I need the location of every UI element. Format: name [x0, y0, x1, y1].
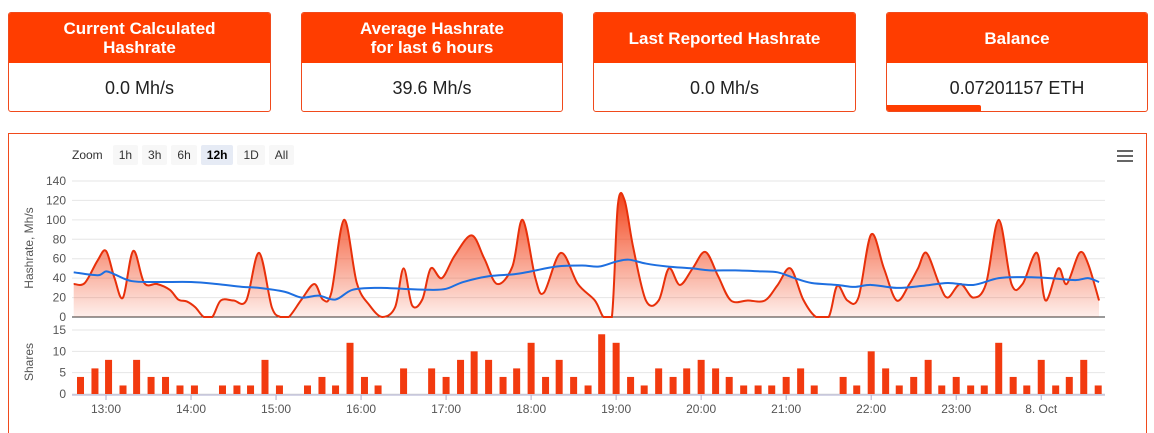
reported-hashrate-title: Last Reported Hashrate — [594, 13, 855, 63]
average-hashrate-value: 39.6 Mh/s — [392, 77, 472, 98]
zoom-label: Zoom — [72, 148, 103, 162]
current-hashrate-title: Current Calculated Hashrate — [9, 13, 270, 63]
balance-card: Balance 0.07201157 ETH — [886, 12, 1148, 112]
zoom-1d-button[interactable]: 1D — [237, 145, 265, 165]
zoom-3h-button[interactable]: 3h — [142, 145, 168, 165]
balance-title: Balance — [887, 13, 1147, 63]
balance-payout-progress — [887, 105, 981, 111]
average-hashrate-card: Average Hashrate for last 6 hours 39.6 M… — [301, 12, 563, 112]
hamburger-menu-icon[interactable] — [1117, 150, 1133, 164]
hashrate-chart-panel — [8, 133, 1147, 433]
zoom-6h-button[interactable]: 6h — [171, 145, 197, 165]
reported-hashrate-card: Last Reported Hashrate 0.0 Mh/s — [593, 12, 856, 112]
current-hashrate-value: 0.0 Mh/s — [104, 77, 175, 98]
reported-hashrate-value: 0.0 Mh/s — [689, 77, 760, 98]
zoom-1h-button[interactable]: 1h — [112, 145, 139, 165]
zoom-controls: Zoom 1h 3h 6h 12h 1D All — [72, 145, 295, 165]
zoom-12h-button[interactable]: 12h — [200, 145, 234, 165]
zoom-all-button[interactable]: All — [268, 145, 295, 165]
balance-value: 0.07201157 ETH — [949, 77, 1085, 98]
average-hashrate-title: Average Hashrate for last 6 hours — [302, 13, 562, 63]
current-hashrate-card: Current Calculated Hashrate 0.0 Mh/s — [8, 12, 271, 112]
